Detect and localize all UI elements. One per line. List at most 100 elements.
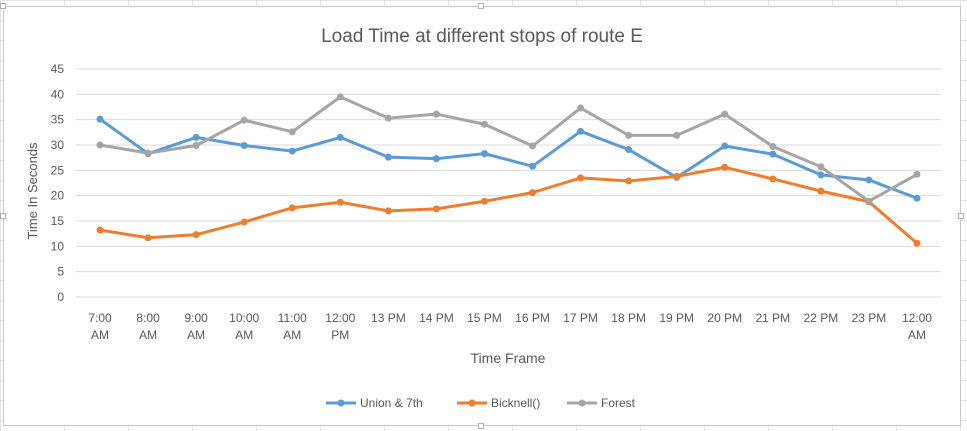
data-point[interactable] [336,133,344,141]
series-line[interactable] [98,95,919,203]
legend-label: Forest [601,396,636,410]
data-point[interactable] [865,197,873,205]
chart-title: Load Time at different stops of route E [321,26,643,47]
data-point[interactable] [577,127,585,135]
x-tick-label: 20 PM [707,311,742,325]
data-point[interactable] [480,120,488,128]
data-point[interactable] [480,150,488,158]
data-point[interactable] [865,176,873,184]
x-tick-label-line: 13 PM [371,311,406,325]
legend-item[interactable]: Forest [567,396,636,410]
data-point[interactable] [817,187,825,195]
x-tick-label: 12:00 PM [325,311,355,342]
resize-handle-top-left[interactable] [0,3,6,9]
x-tick-label-line: AM [187,328,205,342]
data-point[interactable] [769,143,777,151]
data-point[interactable] [913,239,921,247]
x-tick-label: 18 PM [611,311,646,325]
data-point[interactable] [817,163,825,171]
data-point[interactable] [96,226,104,234]
x-tick-label-line: AM [283,328,301,342]
data-point[interactable] [192,142,200,150]
data-point[interactable] [529,189,537,197]
data-point[interactable] [384,153,392,161]
x-tick-label: 19 PM [659,311,694,325]
x-tick-label: 21 PM [755,311,790,325]
legend-swatch-marker [337,399,345,407]
data-point[interactable] [769,175,777,183]
data-point[interactable] [192,231,200,239]
data-point[interactable] [625,131,633,139]
data-point[interactable] [288,204,296,212]
y-tick-label: 15 [51,214,65,228]
data-point[interactable] [432,110,440,118]
x-tick-label-line: 20 PM [707,311,742,325]
y-axis-title: Time In Seconds [25,142,40,240]
data-point[interactable] [721,142,729,150]
data-point[interactable] [96,141,104,149]
x-tick-label-line: 14 PM [419,311,454,325]
data-point[interactable] [240,218,248,226]
x-tick-label: 10:00 AM [229,311,259,342]
series-line[interactable] [98,165,919,245]
data-point[interactable] [817,171,825,179]
data-point[interactable] [432,155,440,163]
legend-item[interactable]: Union & 7th [326,396,423,410]
data-point[interactable] [529,162,537,170]
data-point[interactable] [144,149,152,157]
chart-frame[interactable]: Load Time at different stops of route E … [3,6,961,426]
legend-item[interactable]: Bicknell() [457,396,540,410]
data-point[interactable] [577,174,585,182]
y-tick-label: 20 [51,189,65,203]
legend[interactable]: Union & 7th Bicknell() Forest [326,396,636,410]
data-point[interactable] [480,197,488,205]
x-tick-label-line: 11:00 [278,311,307,325]
data-point[interactable] [432,205,440,213]
data-point[interactable] [288,147,296,155]
legend-label: Bicknell() [491,396,540,410]
data-point[interactable] [577,104,585,112]
series-bicknell[interactable] [96,163,921,247]
resize-handle-right[interactable] [958,213,964,219]
data-point[interactable] [625,146,633,154]
data-point[interactable] [721,163,729,171]
series-lines[interactable] [96,93,921,247]
y-tick-label: 45 [51,62,65,76]
series-union-7th[interactable] [96,115,921,202]
data-point[interactable] [384,114,392,122]
data-point[interactable] [336,93,344,101]
resize-handle-bottom[interactable] [478,423,484,429]
x-tick-label-line: 17 PM [563,311,598,325]
data-point[interactable] [96,115,104,123]
resize-handle-top[interactable] [478,3,484,9]
data-point[interactable] [336,198,344,206]
data-point[interactable] [288,128,296,136]
y-tick-label: 35 [51,113,65,127]
x-tick-label-line: AM [908,328,926,342]
data-point[interactable] [384,207,392,215]
data-point[interactable] [192,133,200,141]
data-point[interactable] [240,142,248,150]
legend-swatch-marker [468,399,476,407]
data-point[interactable] [240,116,248,124]
data-point[interactable] [769,150,777,158]
data-point[interactable] [144,234,152,242]
data-point[interactable] [673,131,681,139]
y-tick-label: 40 [51,87,65,101]
x-tick-label-line: AM [139,328,157,342]
data-point[interactable] [913,170,921,178]
resize-handle-left[interactable] [0,213,6,219]
data-point[interactable] [529,142,537,150]
x-tick-label-line: 22 PM [804,311,839,325]
data-point[interactable] [625,177,633,185]
data-point[interactable] [913,194,921,202]
data-point[interactable] [673,172,681,180]
series-line[interactable] [98,117,919,200]
data-point[interactable] [721,110,729,118]
series-forest[interactable] [96,93,921,205]
line-chart[interactable]: Load Time at different stops of route E … [4,7,960,425]
x-tick-label: 13 PM [371,311,406,325]
y-tick-label: 30 [51,138,65,152]
x-tick-label-line: 12:00 [325,311,355,325]
